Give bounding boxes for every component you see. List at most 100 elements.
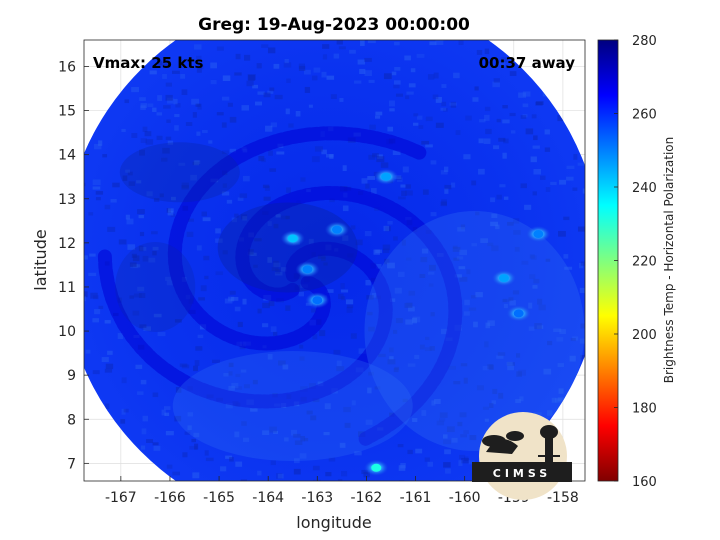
- texture-cell: [235, 373, 241, 378]
- texture-cell: [487, 320, 495, 326]
- texture-cell: [547, 340, 553, 346]
- texture-cell: [394, 287, 402, 294]
- warm-spot: [287, 234, 298, 243]
- cold-region: [115, 241, 196, 332]
- texture-cell: [545, 258, 551, 262]
- texture-cell: [493, 78, 500, 83]
- texture-cell: [92, 186, 101, 190]
- texture-cell: [430, 312, 435, 317]
- texture-cell: [140, 105, 146, 110]
- texture-cell: [264, 186, 270, 191]
- texture-cell: [243, 384, 250, 389]
- texture-cell: [285, 215, 290, 220]
- texture-cell: [184, 431, 191, 435]
- texture-cell: [117, 333, 124, 340]
- texture-cell: [393, 367, 399, 373]
- texture-cell: [405, 184, 412, 189]
- swath-layer: [77, 40, 596, 488]
- texture-cell: [170, 213, 176, 218]
- texture-cell: [228, 371, 233, 376]
- colorbar-tick-label: 200: [632, 328, 657, 343]
- texture-cell: [285, 305, 291, 311]
- cold-region: [217, 202, 358, 293]
- texture-cell: [122, 175, 128, 181]
- texture-cell: [582, 188, 585, 194]
- texture-cell: [387, 262, 395, 269]
- texture-cell: [525, 128, 534, 135]
- texture-cell: [503, 138, 509, 144]
- texture-cell: [516, 353, 521, 358]
- texture-cell: [466, 269, 471, 275]
- colorbar-tick-label: 260: [632, 108, 657, 123]
- texture-cell: [234, 306, 241, 312]
- texture-cell: [77, 345, 82, 348]
- texture-cell: [165, 276, 172, 281]
- texture-cell: [442, 434, 448, 439]
- texture-cell: [393, 236, 398, 241]
- texture-cell: [340, 283, 345, 289]
- texture-cell: [222, 183, 227, 188]
- texture-cell: [288, 123, 294, 128]
- texture-cell: [532, 191, 537, 196]
- texture-cell: [469, 434, 477, 441]
- texture-cell: [276, 151, 285, 155]
- texture-cell: [364, 230, 372, 237]
- texture-cell: [212, 359, 220, 363]
- colorbar-tick-label: 220: [632, 255, 657, 270]
- texture-cell: [317, 254, 326, 259]
- texture-cell: [457, 227, 466, 232]
- texture-cell: [104, 320, 111, 324]
- texture-cell: [591, 261, 596, 266]
- x-tick-label: -160: [449, 490, 481, 506]
- texture-cell: [354, 451, 362, 456]
- texture-cell: [460, 224, 466, 230]
- texture-cell: [339, 442, 346, 448]
- texture-cell: [364, 57, 372, 62]
- texture-cell: [252, 84, 259, 89]
- texture-cell: [520, 115, 527, 119]
- texture-cell: [484, 418, 489, 422]
- texture-cell: [105, 403, 110, 409]
- texture-cell: [263, 196, 271, 201]
- texture-cell: [293, 433, 301, 438]
- texture-cell: [491, 245, 499, 252]
- texture-cell: [390, 298, 396, 302]
- texture-cell: [414, 354, 420, 360]
- texture-cell: [267, 221, 272, 227]
- texture-cell: [146, 191, 153, 197]
- texture-cell: [180, 74, 186, 79]
- texture-cell: [319, 330, 326, 337]
- texture-cell: [312, 398, 320, 403]
- texture-cell: [336, 40, 343, 45]
- texture-cell: [323, 262, 328, 266]
- texture-cell: [95, 197, 101, 201]
- texture-cell: [196, 66, 202, 73]
- texture-cell: [205, 457, 214, 462]
- texture-cell: [492, 388, 498, 395]
- texture-cell: [533, 169, 542, 175]
- texture-cell: [510, 130, 516, 134]
- texture-cell: [428, 271, 435, 275]
- texture-cell: [216, 46, 224, 51]
- texture-cell: [133, 293, 142, 298]
- texture-cell: [388, 483, 393, 488]
- texture-cell: [391, 71, 397, 76]
- texture-cell: [121, 377, 127, 384]
- swath-texture: [77, 40, 596, 488]
- texture-cell: [234, 213, 239, 218]
- texture-cell: [443, 108, 448, 112]
- texture-cell: [298, 63, 305, 69]
- y-tick-label: 10: [58, 324, 76, 340]
- texture-cell: [522, 103, 529, 108]
- texture-cell: [231, 296, 239, 301]
- texture-cell: [395, 93, 404, 97]
- texture-cell: [340, 296, 346, 301]
- texture-cell: [262, 184, 270, 189]
- texture-cell: [247, 74, 256, 81]
- texture-cell: [518, 92, 526, 98]
- texture-cell: [532, 145, 540, 149]
- cold-region: [119, 142, 240, 203]
- x-tick-label: -161: [400, 490, 432, 506]
- texture-cell: [194, 360, 200, 366]
- texture-cell: [299, 453, 307, 459]
